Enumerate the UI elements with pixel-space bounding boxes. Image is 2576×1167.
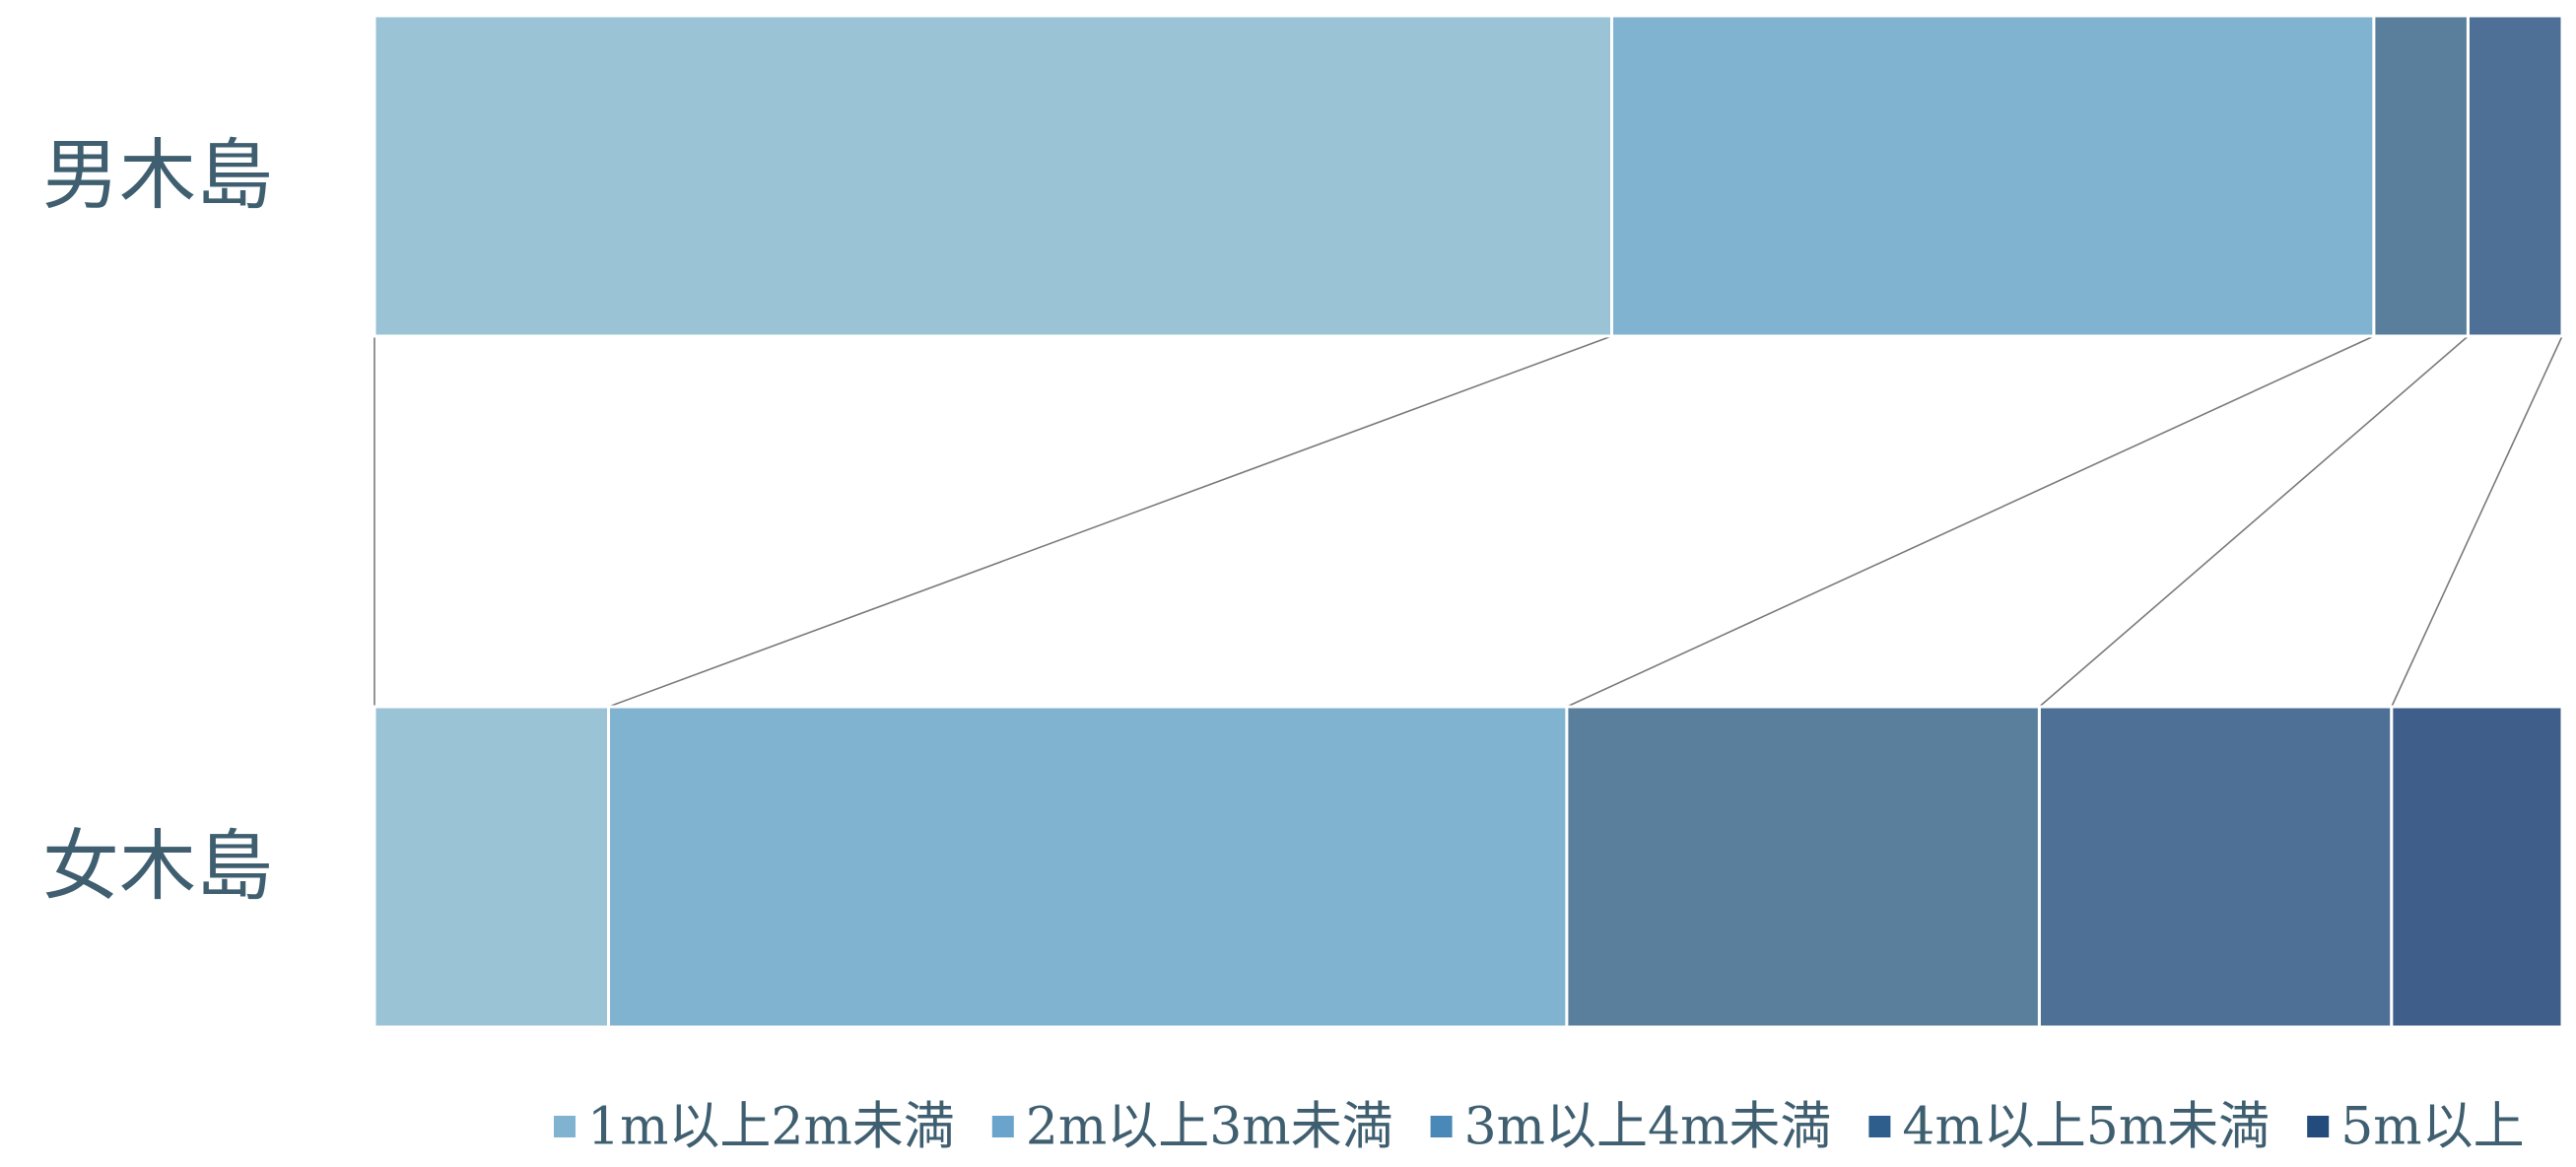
legend: 1m以上2m未満 2m以上3m未満 3m以上4m未満 4m以上5m未満 5m以上 [554, 1098, 2525, 1157]
legend-label: 5m以上 [2340, 1098, 2524, 1157]
bar-segment-1-1 [607, 705, 1569, 1029]
bar-segment-0-3 [2466, 14, 2564, 338]
bar-segment-1-3 [2037, 705, 2394, 1029]
legend-label: 2m以上3m未満 [1026, 1098, 1393, 1157]
legend-swatch [2307, 1116, 2330, 1137]
legend-swatch [991, 1116, 1014, 1137]
connector-lines [373, 335, 2563, 708]
bar-segment-0-1 [1610, 14, 2376, 338]
connector-line [2391, 335, 2563, 708]
bar-segments [373, 14, 2564, 1029]
legend-swatch [1868, 1116, 1891, 1137]
category-label: 男木島 [42, 132, 273, 221]
legend-swatch [1430, 1116, 1453, 1137]
connector-line [2038, 335, 2469, 708]
bar-segment-1-2 [1565, 705, 2041, 1029]
legend-label: 4m以上5m未満 [1902, 1098, 2270, 1157]
connector-line [608, 335, 1612, 708]
bar-segment-0-0 [373, 14, 1614, 338]
bar-segment-1-4 [2390, 705, 2564, 1029]
legend-swatch [554, 1116, 576, 1137]
legend-label: 3m以上4m未満 [1464, 1098, 1832, 1157]
bar-segment-0-2 [2372, 14, 2470, 338]
category-label: 女木島 [42, 823, 273, 912]
connector-line [1566, 335, 2375, 708]
legend-label: 1m以上2m未満 [587, 1098, 955, 1157]
bar-segment-1-0 [373, 705, 611, 1029]
